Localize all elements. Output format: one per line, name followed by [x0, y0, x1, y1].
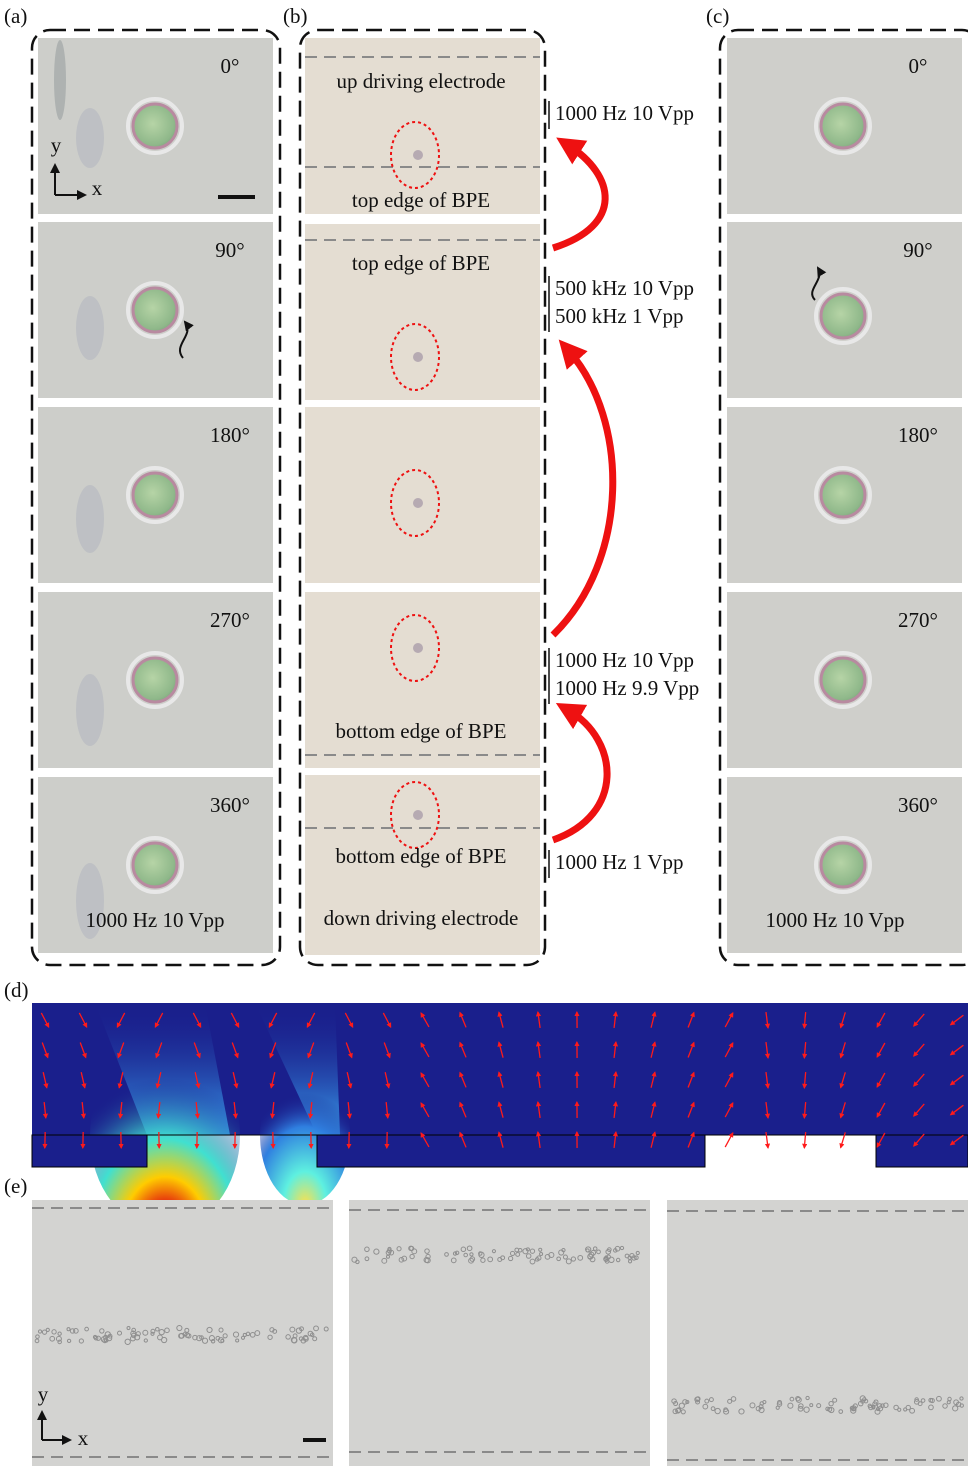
label: 90° — [215, 238, 244, 262]
label: bottom edge of BPE — [336, 719, 507, 743]
cell — [133, 288, 177, 332]
label: 270° — [898, 608, 938, 632]
electrode — [317, 1135, 705, 1167]
blur — [76, 485, 104, 553]
cell — [821, 843, 865, 887]
label: y — [38, 1382, 49, 1406]
label: top edge of BPE — [352, 188, 490, 212]
label: y — [51, 133, 62, 157]
label: 0° — [221, 54, 240, 78]
transition-arrow — [553, 710, 607, 840]
label: 500 kHz 1 Vpp — [555, 304, 684, 328]
label: 1000 Hz 1 Vpp — [555, 850, 684, 874]
label: top edge of BPE — [352, 251, 490, 275]
frame — [305, 407, 540, 583]
label: x — [92, 176, 103, 200]
figure: (a) (b) (c) (d) (e) 0° 90° 180° 270° 360° y x 1000 H… — [0, 0, 968, 1466]
cell — [821, 104, 865, 148]
label: 1000 Hz 10 Vpp — [85, 908, 224, 932]
blur — [76, 296, 104, 360]
label: 360° — [210, 793, 250, 817]
cell — [133, 658, 177, 702]
cell — [413, 150, 423, 160]
label: (b) — [283, 4, 308, 28]
label: 360° — [898, 793, 938, 817]
cell — [133, 843, 177, 887]
label: 1000 Hz 9.9 Vpp — [555, 676, 699, 700]
transition-arrow — [553, 350, 613, 635]
cell — [821, 473, 865, 517]
label: (e) — [4, 1174, 27, 1198]
blur — [76, 108, 104, 168]
image — [667, 1200, 968, 1466]
transition-arrow — [553, 145, 605, 248]
label: 180° — [210, 423, 250, 447]
label: 500 kHz 10 Vpp — [555, 276, 694, 300]
label: 90° — [903, 238, 932, 262]
label: down driving electrode — [324, 906, 519, 930]
label: 1000 Hz 10 Vpp — [765, 908, 904, 932]
blur — [76, 674, 104, 746]
label: (d) — [4, 978, 29, 1002]
label: up driving electrode — [336, 69, 505, 93]
label: (a) — [4, 4, 27, 28]
cell — [133, 104, 177, 148]
label: (c) — [706, 4, 729, 28]
label: 180° — [898, 423, 938, 447]
cell — [821, 658, 865, 702]
label: bottom edge of BPE — [336, 844, 507, 868]
image — [349, 1200, 650, 1466]
electrode — [876, 1135, 968, 1167]
cell — [413, 810, 423, 820]
cell — [413, 498, 423, 508]
label: x — [78, 1426, 89, 1450]
cell — [413, 643, 423, 653]
cell — [413, 352, 423, 362]
blur — [54, 40, 66, 120]
cell — [133, 473, 177, 517]
label: 0° — [909, 54, 928, 78]
label: 1000 Hz 10 Vpp — [555, 101, 694, 125]
label: 1000 Hz 10 Vpp — [555, 648, 694, 672]
cell — [821, 294, 865, 338]
label: 270° — [210, 608, 250, 632]
electrode — [32, 1135, 147, 1167]
